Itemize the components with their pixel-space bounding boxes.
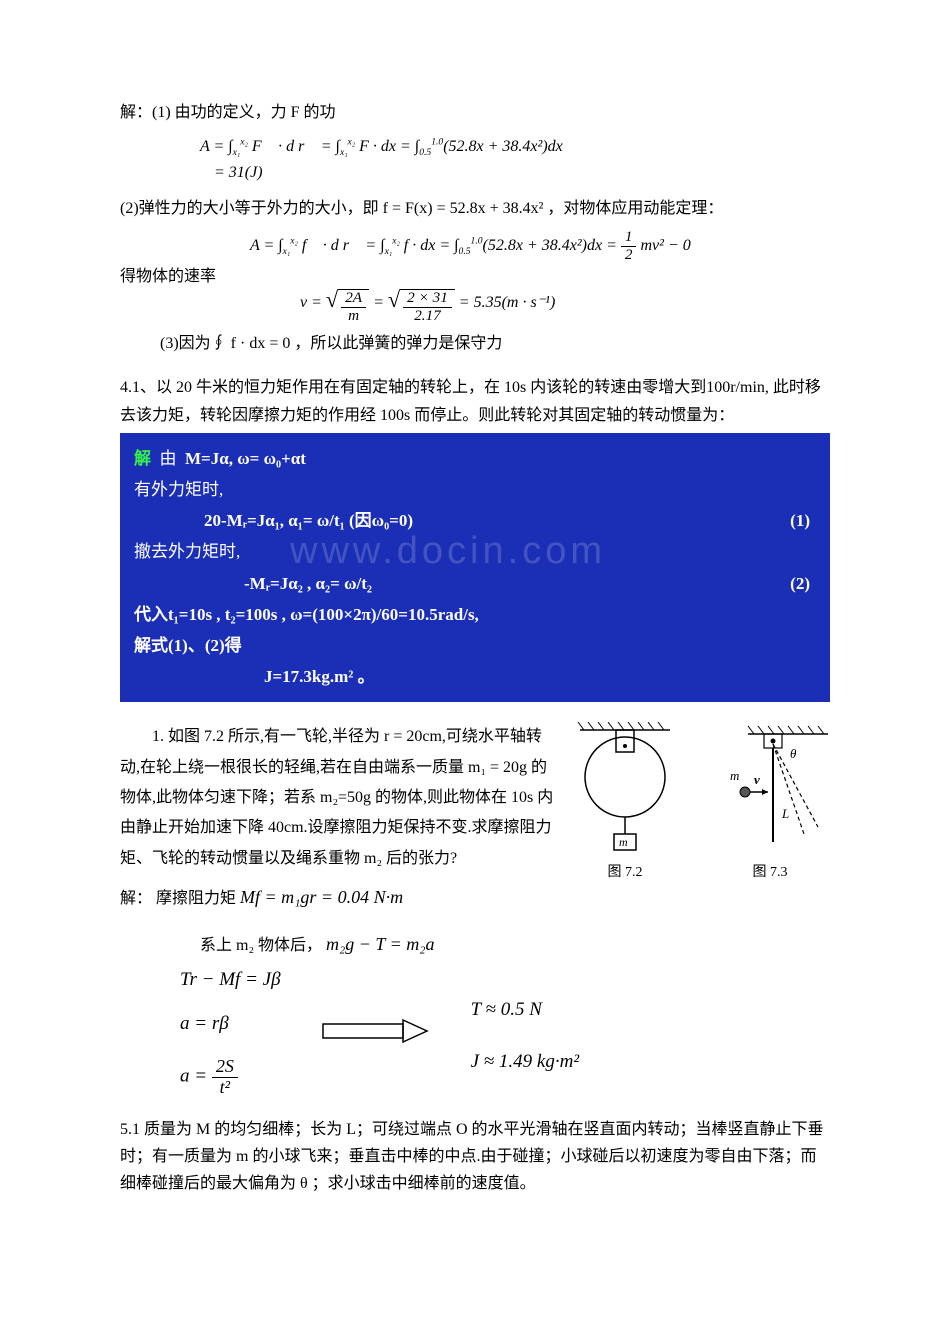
fig72-label: 图 7.2: [608, 861, 643, 881]
svg-text:L: L: [781, 806, 789, 821]
problem-1-text: 1. 如图 7.2 所示,有一飞轮,半径为 r = 20cm,可绕水平轴转动,在…: [120, 722, 556, 881]
sol2-sys: 系上 m₂ 物体后， m₂g − T = m₂a: [200, 930, 830, 959]
sol2-left-eqs: Tr − Mf = Jβ a = rβ a = 2St²: [180, 969, 281, 1098]
fig73-label: 图 7.3: [753, 861, 788, 881]
figure-7-3: θ m v L 图 7.3: [710, 722, 830, 881]
figure-7-2: m 图 7.2: [570, 722, 680, 881]
sol2-results: T ≈ 0.5 N J ≈ 1.49 kg·m²: [471, 999, 579, 1073]
sol1-eqV: v = √2Am = √2 × 312.17 = 5.35(m · s⁻¹): [120, 289, 830, 324]
sol1-intro: 解：(1) 由功的定义，力 F 的功: [120, 100, 830, 126]
svg-text:v: v: [754, 772, 760, 787]
solution-bluebox: www.docin.com 解 由 M=Jα, ω= ω₀+αt 有外力矩时, …: [120, 433, 830, 703]
arrow-icon: [321, 1016, 431, 1051]
fig72-svg: m: [570, 722, 680, 857]
sol1-eqA-line2: = 31(J): [120, 160, 830, 186]
sol1-part2: (2)弹性力的大小等于外力的大小，即 f = F(x) = 52.8x + 38…: [120, 196, 830, 222]
sol1-v-text: 得物体的速率: [120, 264, 830, 290]
sol1-part3: (3)因为∮ f · dx = 0 ，所以此弹簧的弹力是保守力: [120, 331, 830, 357]
svg-text:θ: θ: [790, 746, 797, 761]
sol2-formula-row: Tr − Mf = Jβ a = rβ a = 2St² T ≈ 0.5 N J…: [180, 969, 830, 1098]
svg-text:m: m: [730, 768, 739, 783]
eq-a: a = rβ: [180, 1013, 281, 1035]
sol1-eqB: A = ∫x₁x₂ f⃗ · d r⃗ = ∫x₁x₂ f · dx = ∫0.…: [120, 229, 830, 263]
watermark: www.docin.com: [290, 521, 606, 582]
result-J: J ≈ 1.49 kg·m²: [471, 1051, 579, 1073]
problem-4-1: 4.1、以 20 牛米的恒力矩作用在有固定轴的转轮上，在 10s 内该轮的转速由…: [120, 374, 830, 428]
eq-a2: a = 2St²: [180, 1057, 281, 1098]
svg-text:m: m: [619, 835, 628, 849]
eq-torque: Tr − Mf = Jβ: [180, 969, 281, 991]
result-T: T ≈ 0.5 N: [471, 999, 579, 1021]
sol2-intro-line: 解： 摩擦阻力矩 Mf = m₁gr = 0.04 N·m: [120, 883, 830, 912]
fig73-svg: θ m v L: [710, 722, 830, 857]
problem-5-1: 5.1 质量为 M 的均匀细棒；长为 L；可绕过端点 O 的水平光滑轴在竖直面内…: [120, 1116, 830, 1198]
figures: m 图 7.2 θ: [570, 722, 830, 881]
problem-1-row: 1. 如图 7.2 所示,有一飞轮,半径为 r = 20cm,可绕水平轴转动,在…: [120, 722, 830, 881]
sol1-eqA-line1: A = ∫x₁x₂ F⃗ · d r⃗ = ∫x₁x₂ F · dx = ∫0.…: [120, 134, 830, 161]
